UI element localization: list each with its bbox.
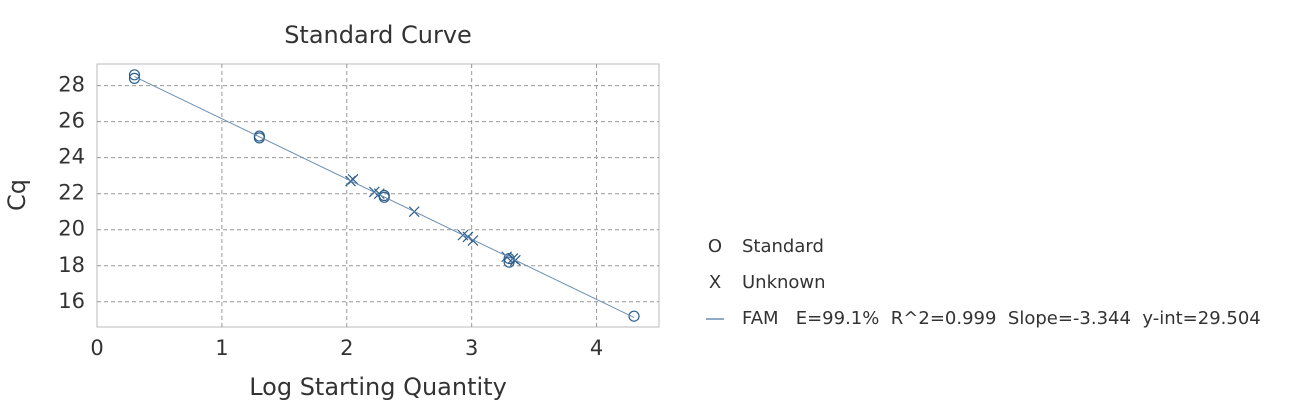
- legend-marker: X: [709, 272, 721, 293]
- y-tick-label: 26: [58, 109, 85, 133]
- x-tick-label: 4: [590, 336, 603, 360]
- x-tick-label: 2: [340, 336, 353, 360]
- fit-line: [134, 76, 635, 318]
- y-axis-label: Cq: [3, 179, 31, 211]
- legend-label: Unknown: [742, 272, 826, 293]
- standard-point: [128, 72, 141, 85]
- standard-point: [128, 69, 141, 81]
- standard-point: [253, 132, 265, 144]
- standard-point: [378, 191, 390, 203]
- y-tick-label: 16: [58, 289, 85, 313]
- legend-marker: O: [708, 236, 722, 257]
- unknown-point: [373, 188, 385, 200]
- standard-point: [628, 310, 640, 322]
- unknown-point: [467, 235, 479, 246]
- y-tick-label: 24: [58, 145, 85, 169]
- chart-title: Standard Curve: [284, 21, 472, 49]
- y-tick-label: 28: [58, 73, 85, 97]
- plot-frame: [96, 63, 660, 328]
- unknown-point: [501, 251, 513, 263]
- y-tick-label: 20: [58, 217, 85, 241]
- y-tick-label: 22: [58, 181, 85, 205]
- x-tick-label: 3: [465, 336, 478, 360]
- x-axis-label: Log Starting Quantity: [249, 373, 507, 401]
- legend-label: Standard: [742, 236, 824, 257]
- x-tick-label: 0: [90, 336, 103, 360]
- y-tick-label: 18: [58, 253, 85, 277]
- unknown-point: [347, 173, 359, 185]
- x-tick-label: 1: [215, 336, 228, 360]
- legend-label: FAM E=99.1% R^2=0.999 Slope=-3.344 y-int…: [742, 308, 1261, 329]
